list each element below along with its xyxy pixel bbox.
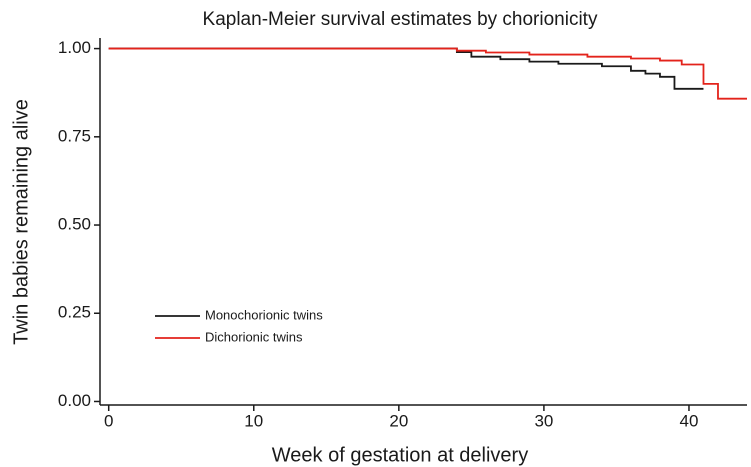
y-tick-label: 0.25 [58,303,91,322]
y-tick-label: 0.50 [58,215,91,234]
survival-line [108,47,747,100]
chart-title: Kaplan-Meier survival estimates by chori… [203,9,598,30]
legend-label: Dichorionic twins [205,329,303,344]
survival-line [108,47,704,90]
x-tick-label: 40 [680,411,699,430]
legend-label: Monochorionic twins [205,307,323,322]
y-tick-label: 0.75 [58,126,91,145]
x-tick-label: 20 [389,411,408,430]
y-tick-label: 0.00 [58,391,91,410]
x-tick-label: 10 [244,411,263,430]
x-tick-label: 0 [104,411,113,430]
x-axis-label: Week of gestation at delivery [272,444,528,466]
x-tick-label: 30 [534,411,553,430]
y-tick-label: 1.00 [58,38,91,57]
y-axis-label: Twin babies remaining alive [10,99,32,345]
